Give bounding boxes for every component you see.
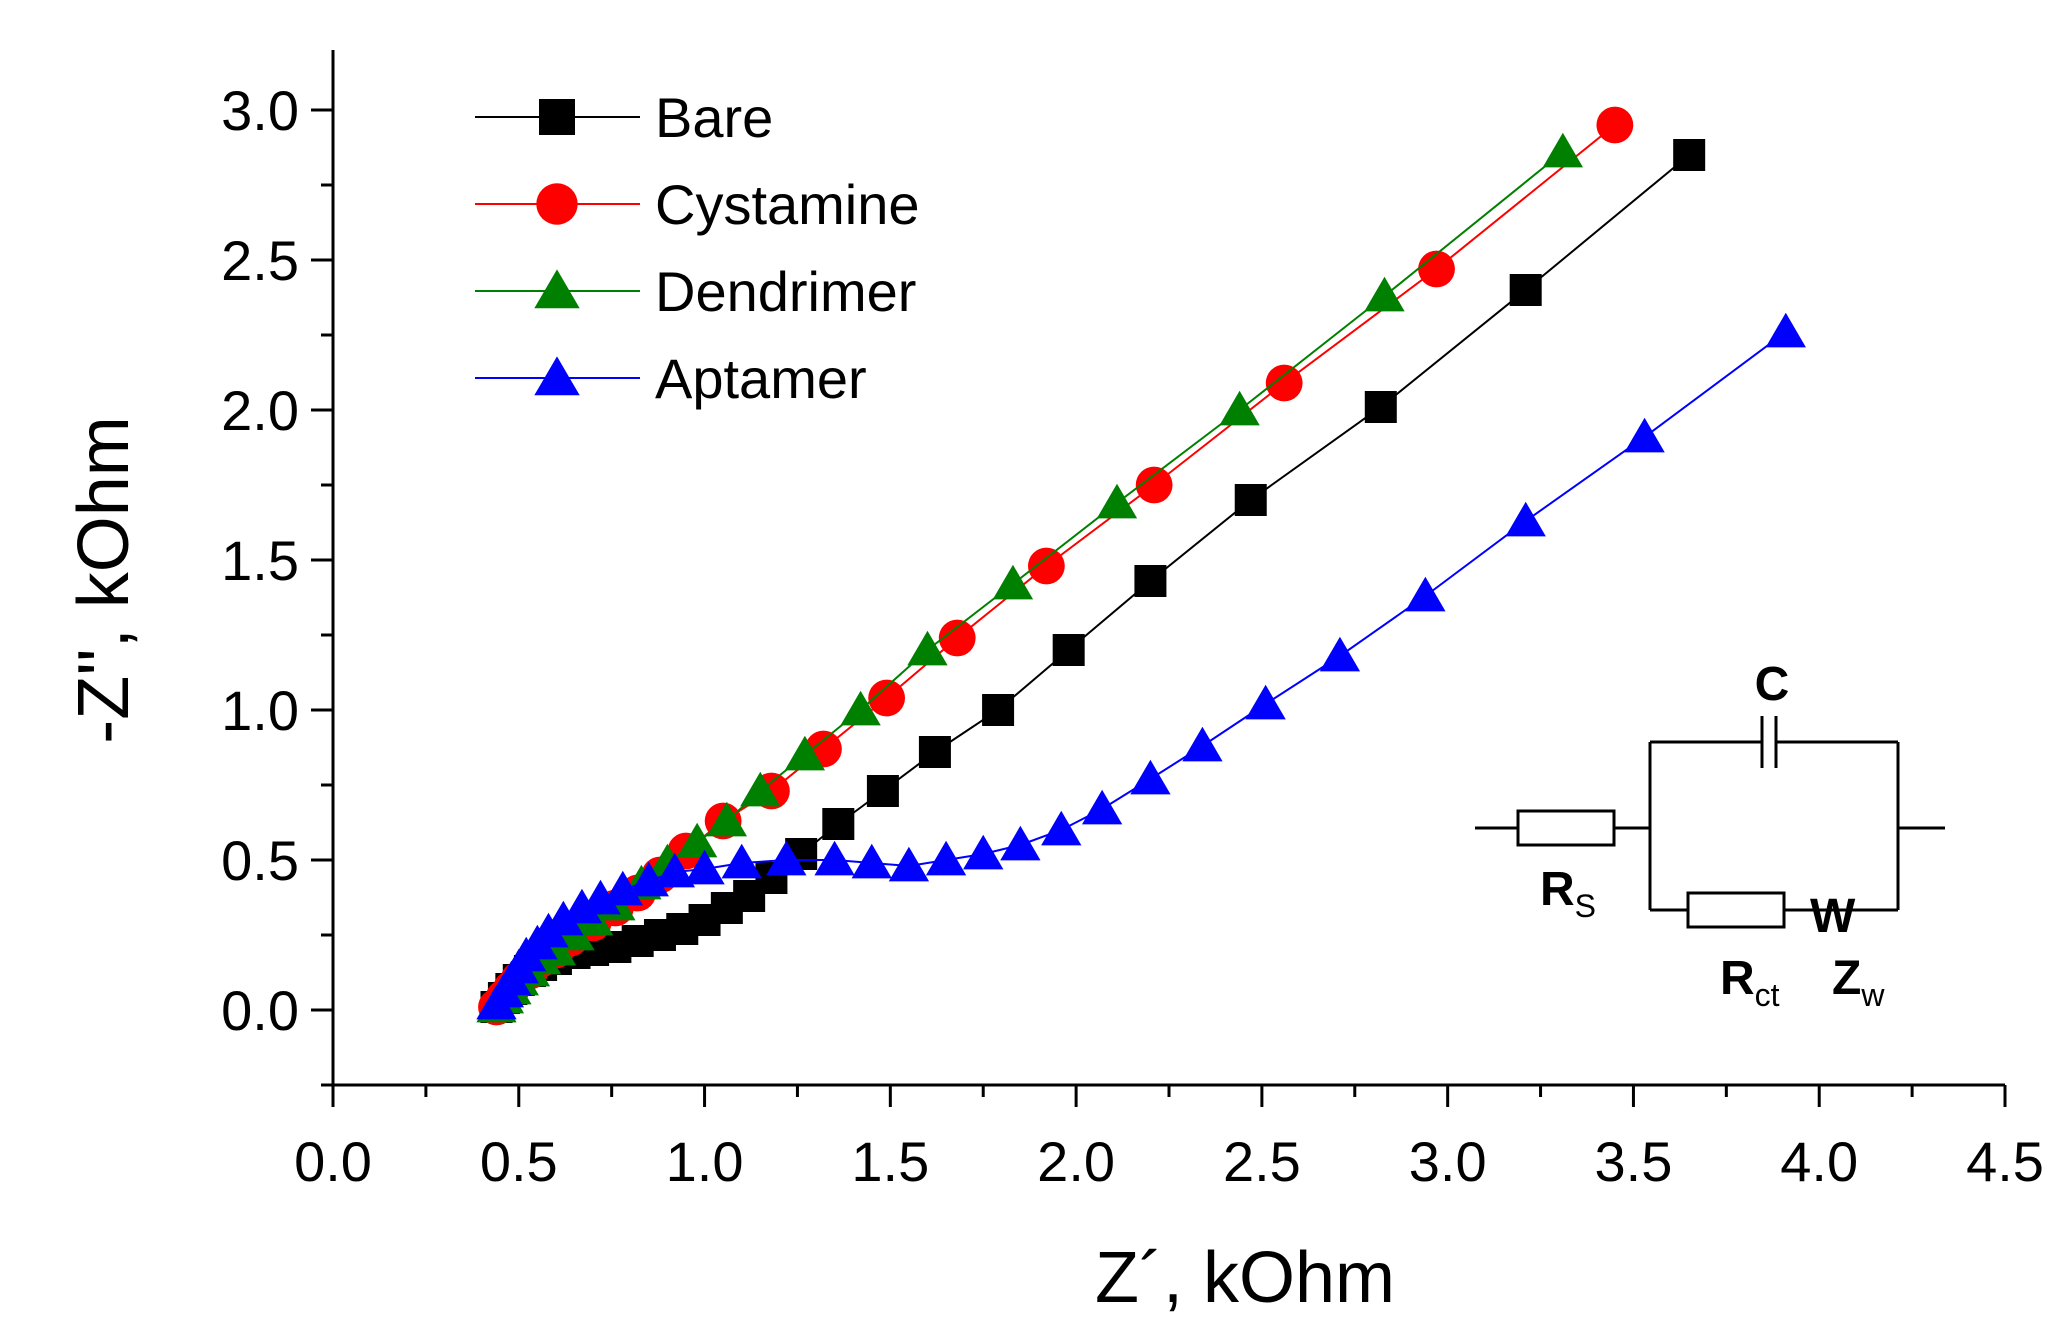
- data-point-bare: [1234, 484, 1267, 516]
- y-axis-label: -Z'', kOhm: [64, 416, 144, 743]
- y-tick-label: 3.0: [221, 79, 299, 142]
- x-tick-label: 3.5: [1595, 1130, 1673, 1193]
- data-point-dendrimer: [706, 801, 748, 837]
- x-tick-label: 2.0: [1037, 1130, 1115, 1193]
- data-point-aptamer: [814, 840, 855, 876]
- data-point-bare: [822, 808, 855, 840]
- data-point-aptamer: [1405, 576, 1446, 612]
- x-tick-label: 3.0: [1409, 1130, 1487, 1193]
- data-point-aptamer: [1245, 684, 1286, 720]
- data-point-aptamer: [766, 840, 807, 876]
- y-tick-label: 1.0: [221, 679, 299, 742]
- data-point-dendrimer: [1219, 390, 1260, 426]
- data-point-aptamer: [1319, 636, 1361, 672]
- legend-item-dendrimer: Dendrimer: [475, 260, 916, 323]
- data-point-dendrimer: [740, 771, 781, 807]
- data-point-cystamine: [868, 679, 906, 717]
- x-tick-label: 1.0: [666, 1130, 744, 1193]
- data-point-aptamer: [925, 840, 967, 876]
- data-point-cystamine: [1596, 106, 1634, 144]
- legend-item-cystamine: Cystamine: [475, 173, 920, 236]
- legend-label-cystamine: Cystamine: [655, 173, 920, 236]
- legend-label-aptamer: Aptamer: [655, 347, 867, 410]
- legend-item-aptamer: Aptamer: [475, 347, 867, 410]
- x-tick-label: 2.5: [1223, 1130, 1301, 1193]
- series-layer: [476, 106, 1806, 1026]
- data-point-aptamer: [543, 900, 584, 936]
- data-point-dendrimer: [840, 690, 881, 726]
- rs-label: RS: [1540, 863, 1596, 924]
- data-point-cystamine: [938, 619, 976, 657]
- data-point-aptamer: [1041, 810, 1082, 846]
- data-point-dendrimer: [907, 630, 948, 666]
- data-point-dendrimer: [1542, 132, 1584, 168]
- data-point-aptamer: [963, 834, 1004, 870]
- data-point-cystamine: [1135, 466, 1173, 504]
- data-point-aptamer: [1130, 759, 1171, 795]
- legend-marker-dendrimer: [534, 269, 580, 309]
- x-tick-label: 0.0: [294, 1130, 372, 1193]
- data-point-bare: [918, 736, 951, 768]
- y-tick-label: 0.5: [221, 829, 299, 892]
- data-point-aptamer: [1624, 417, 1665, 453]
- x-ticks: 0.0 0.5 1.0 1.5 2.0 2.5 3.0 3.5 4.0 4.5: [294, 1085, 2044, 1193]
- data-point-bare: [1364, 391, 1397, 423]
- y-tick-label: 2.0: [221, 379, 299, 442]
- data-point-aptamer: [1182, 726, 1223, 762]
- y-tick-label: 2.5: [221, 229, 299, 292]
- data-point-aptamer: [888, 846, 930, 882]
- rs-resistor: [1516, 809, 1616, 847]
- legend-marker-bare: [539, 99, 575, 135]
- data-point-aptamer: [721, 843, 762, 879]
- rct-resistor: [1686, 891, 1786, 929]
- rct-label: Rct: [1720, 952, 1780, 1013]
- x-tick-label: 4.0: [1780, 1130, 1858, 1193]
- data-point-bare: [1052, 634, 1085, 666]
- w-label: W: [1810, 890, 1856, 943]
- data-point-aptamer: [1505, 501, 1546, 537]
- data-point-dendrimer: [784, 735, 826, 771]
- y-tick-label: 0.0: [221, 979, 299, 1042]
- data-point-bare: [866, 775, 899, 807]
- data-point-bare: [1134, 565, 1167, 597]
- data-point-dendrimer: [992, 564, 1034, 600]
- legend: Bare Cystamine Dendrimer Aptamer: [475, 86, 920, 410]
- data-point-bare: [1673, 139, 1706, 171]
- data-point-aptamer: [561, 888, 603, 924]
- x-axis-label: Z´, kOhm: [1095, 1238, 1395, 1318]
- legend-marker-cystamine: [536, 183, 578, 225]
- y-ticks: 0.0 0.5 1.0 1.5 2.0 2.5 3.0: [221, 79, 333, 1087]
- x-tick-label: 1.5: [851, 1130, 929, 1193]
- data-point-bare: [1509, 274, 1542, 306]
- data-point-dendrimer: [1364, 276, 1405, 312]
- data-point-cystamine: [1418, 250, 1455, 288]
- legend-label-dendrimer: Dendrimer: [655, 260, 916, 323]
- data-point-aptamer: [628, 861, 669, 897]
- legend-label-bare: Bare: [655, 86, 773, 149]
- data-point-dendrimer: [1096, 483, 1138, 519]
- data-point-dendrimer: [676, 822, 718, 858]
- y-tick-label: 1.5: [221, 529, 299, 592]
- x-tick-label: 0.5: [480, 1130, 558, 1193]
- data-point-aptamer: [580, 879, 621, 915]
- data-point-aptamer: [654, 852, 695, 888]
- data-point-aptamer: [851, 843, 892, 879]
- legend-item-bare: Bare: [475, 86, 773, 149]
- x-tick-label: 4.5: [1966, 1130, 2044, 1193]
- equivalent-circuit: [1475, 716, 1945, 929]
- legend-marker-aptamer: [534, 356, 580, 396]
- data-point-aptamer: [602, 870, 643, 906]
- data-point-bare: [982, 694, 1015, 726]
- capacitor-label: C: [1755, 658, 1790, 711]
- data-point-aptamer: [684, 849, 725, 885]
- data-point-cystamine: [1265, 364, 1303, 402]
- data-point-aptamer: [1081, 789, 1123, 825]
- series-aptamer: [476, 312, 1806, 1020]
- data-point-aptamer: [1765, 312, 1806, 348]
- zw-label: Zw: [1832, 952, 1885, 1013]
- data-point-aptamer: [1000, 825, 1041, 861]
- data-point-cystamine: [1027, 547, 1065, 585]
